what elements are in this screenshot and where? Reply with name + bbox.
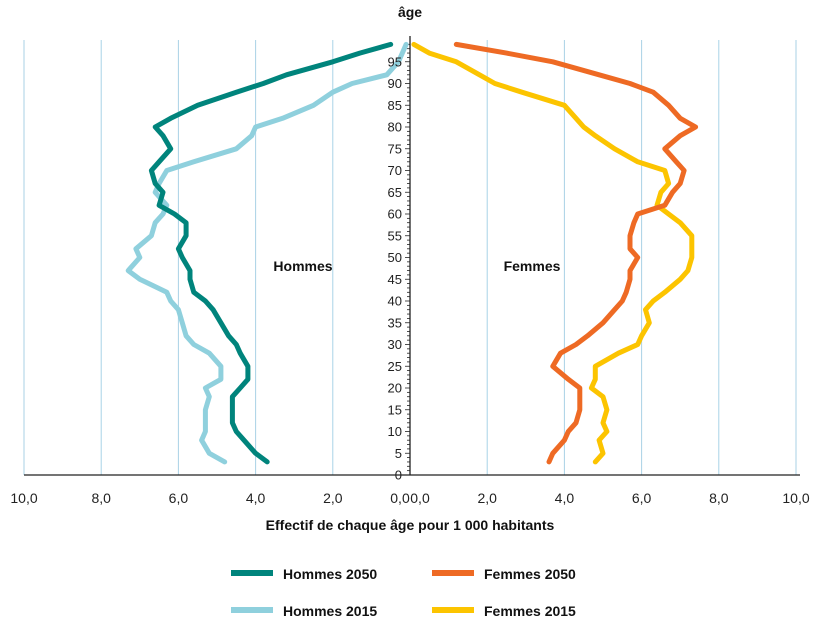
legend-item-femmes-2050: Femmes 2050 (432, 566, 576, 582)
x-tick-label-3: 4,0 (246, 490, 266, 506)
legend-label-hommes-2015: Hommes 2015 (283, 603, 377, 619)
series-line-femmes-2015 (411, 41, 695, 465)
y-tick-label-25: 25 (388, 359, 402, 374)
y-tick-label-65: 65 (388, 185, 402, 200)
legend-label-femmes-2015: Femmes 2015 (484, 603, 576, 619)
y-tick-labels: 0 5 10 15 20 25 30 35 40 45 50 55 60 65 70 75 80 85 90 95 (388, 54, 402, 482)
series-line-hommes-2050 (148, 41, 394, 465)
y-tick-label-60: 60 (388, 207, 402, 222)
series-lines (125, 41, 699, 465)
y-tick-label-85: 85 (388, 98, 402, 113)
legend-item-femmes-2015: Femmes 2015 (432, 603, 576, 619)
legend-label-hommes-2050: Hommes 2050 (283, 566, 377, 582)
y-tick-label-70: 70 (388, 163, 402, 178)
legend-item-hommes-2015: Hommes 2015 (231, 603, 377, 619)
y-tick-label-15: 15 (388, 402, 402, 417)
axes (24, 36, 800, 476)
series-line-femmes-2050 (453, 41, 699, 465)
y-tick-label-20: 20 (388, 381, 402, 396)
y-tick-label-80: 80 (388, 120, 402, 135)
y-tick-label-95: 95 (388, 54, 402, 69)
y-tick-label-55: 55 (388, 228, 402, 243)
y-tick-label-75: 75 (388, 141, 402, 156)
legend-label-femmes-2050: Femmes 2050 (484, 566, 576, 582)
y-tick-label-0: 0 (395, 468, 402, 483)
x-tick-label-0: 10,0 (10, 490, 37, 506)
x-tick-label-4: 2,0 (323, 490, 343, 506)
x-tick-label-6: 0,0 (410, 490, 430, 506)
x-tick-label-5: 0,0 (390, 490, 410, 506)
chart-title: âge (398, 4, 422, 20)
x-tick-labels: 10,0 8,0 6,0 4,0 2,0 0,0 0,0 2,0 4,0 6,0 8,0 10,0 (10, 490, 809, 506)
y-tick-label-35: 35 (388, 315, 402, 330)
y-tick-label-90: 90 (388, 76, 402, 91)
annotation-femmes: Femmes (504, 258, 561, 274)
x-tick-label-1: 8,0 (91, 490, 111, 506)
y-tick-label-40: 40 (388, 294, 402, 309)
annotation-hommes: Hommes (273, 258, 332, 274)
x-tick-label-10: 8,0 (709, 490, 729, 506)
y-tick-label-30: 30 (388, 337, 402, 352)
x-tick-label-11: 10,0 (782, 490, 809, 506)
x-tick-label-7: 2,0 (477, 490, 497, 506)
y-tick-label-50: 50 (388, 250, 402, 265)
x-tick-label-2: 6,0 (169, 490, 189, 506)
series-line-hommes-2015 (125, 41, 409, 465)
x-axis-label: Effectif de chaque âge pour 1 000 habita… (266, 517, 555, 533)
x-tick-label-9: 6,0 (632, 490, 652, 506)
legend-item-hommes-2050: Hommes 2050 (231, 566, 377, 582)
y-tick-label-45: 45 (388, 272, 402, 287)
x-tick-label-8: 4,0 (555, 490, 575, 506)
y-tick-label-5: 5 (395, 446, 402, 461)
legend: Hommes 2050 Femmes 2050 Hommes 2015 Femm… (231, 566, 576, 619)
y-tick-label-10: 10 (388, 424, 402, 439)
